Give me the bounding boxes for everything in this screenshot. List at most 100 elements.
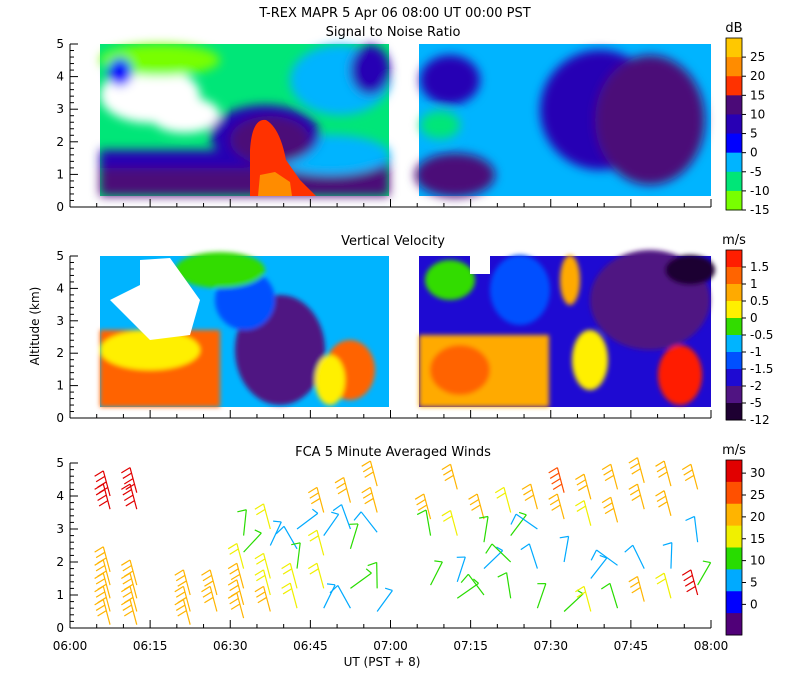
wind-barb (468, 493, 485, 520)
wind-barb (254, 585, 271, 612)
wind-barb-shaft (515, 513, 538, 530)
wind-barb-flag (95, 475, 106, 483)
wind-barb (575, 473, 592, 500)
wind-barb-flag (628, 575, 638, 583)
wind-barb-flag (230, 573, 241, 581)
wind-barb-flag (254, 529, 262, 534)
wind-barb-flag (174, 599, 184, 606)
y-tick-label: 5 (56, 456, 64, 470)
colorbar-swatch (726, 525, 742, 548)
colorbar-level-label: 25 (750, 488, 765, 502)
wind-barb (416, 509, 432, 536)
wind-barb-flag (227, 579, 238, 586)
colorbar-unit: dB (725, 21, 742, 36)
colorbar-swatch (726, 386, 742, 404)
wind-barb (94, 599, 111, 625)
wind-barb-flag (227, 562, 238, 570)
wind-barb-flag (229, 548, 239, 555)
wind-barb-flag (600, 582, 611, 590)
wind-barb-shaft (182, 599, 191, 625)
x-tick-label: 07:15 (453, 639, 488, 653)
wind-barb-flag (662, 542, 673, 546)
wind-barb-shaft (563, 536, 570, 563)
wind-barb-shaft (236, 592, 245, 619)
wind-barb-shaft (263, 503, 271, 530)
wind-barb-shaft (340, 504, 352, 530)
wind-barb-shaft (663, 490, 672, 516)
wind-barb-flag (123, 478, 134, 485)
wind-barb-flag (95, 604, 106, 611)
colorbar-level-label: 10 (750, 554, 765, 568)
wind-barb (361, 460, 378, 487)
wind-barb-flag (629, 581, 640, 588)
wind-barb-flag (603, 502, 613, 509)
wind-barb-flag (441, 509, 451, 517)
wind-barb-flag (702, 560, 711, 564)
wind-barb-flag (578, 484, 588, 492)
winds-colorbar: m/s 30 25 20 15 10 5 0 (722, 443, 765, 636)
wind-barb-flag (237, 509, 247, 513)
wind-barb-flag (575, 473, 585, 481)
wind-barb-shaft (491, 543, 512, 563)
wind-barb-shaft (423, 493, 432, 520)
wind-barb-shaft (102, 470, 111, 497)
wind-barb-flag (414, 493, 425, 500)
wind-barb-flag (655, 490, 665, 497)
wind-barb (628, 575, 645, 602)
wind-barb-flag (273, 520, 282, 523)
wind-barb-shaft (528, 543, 538, 569)
wind-barb-flag (367, 561, 377, 567)
wind-barb (681, 569, 699, 596)
wind-barb-flag (122, 472, 132, 479)
wind-barb-flag (443, 469, 453, 476)
colorbar-swatch (726, 301, 742, 319)
vel-blue-r3 (490, 255, 550, 325)
wind-barb (414, 493, 432, 520)
wind-barb-shaft (506, 572, 512, 599)
wind-barb (237, 509, 247, 536)
snr-axes: 0 1 2 3 4 5 (56, 37, 712, 214)
wind-barb-flag (683, 469, 693, 476)
y-tick-label: 2 (56, 346, 64, 360)
x-tick-label: 07:30 (533, 639, 568, 653)
wind-barb-flag (361, 486, 371, 494)
wind-barb-flag (416, 509, 427, 516)
wind-barb-flag (121, 572, 131, 580)
wind-barb-shaft (129, 483, 138, 510)
colorbar-level-label: -10 (750, 184, 770, 198)
wind-barb-flag (177, 580, 187, 587)
wind-barb-flag (334, 476, 345, 484)
wind-barb (628, 483, 645, 510)
wind-barb (307, 529, 325, 556)
wind-barb-shaft (129, 559, 138, 586)
wind-barb (121, 599, 138, 625)
wind-barb-shaft (556, 493, 565, 520)
x-tick-label: 08:00 (694, 639, 729, 653)
colorbar-swatch (726, 133, 742, 154)
wind-barb-flag (94, 585, 104, 593)
vel-red-r2 (658, 345, 702, 405)
wind-barb-flag (175, 604, 186, 611)
wind-barb (227, 542, 245, 569)
wind-barb-flag (416, 498, 426, 506)
wind-barb (662, 542, 673, 569)
wind-barb-flag (204, 596, 214, 604)
wind-barb-flag (95, 564, 106, 572)
wind-barb-flag (361, 460, 371, 467)
colorbar-swatch (726, 171, 742, 192)
wind-barb-flag (329, 585, 339, 594)
wind-barb (275, 525, 298, 550)
colorbar-swatch (726, 460, 742, 483)
wind-barb-flag (353, 511, 362, 521)
wind-barb-flag (549, 472, 560, 479)
colorbar-level-label: 5 (750, 576, 758, 590)
wind-barb (227, 562, 245, 589)
wind-barb-flag (256, 574, 266, 582)
wind-barb-shaft (610, 497, 619, 523)
wind-barb-shaft (449, 510, 458, 536)
wind-barb-flag (230, 603, 241, 610)
wind-barb-flag (307, 562, 318, 570)
wind-barb-shaft (369, 460, 378, 487)
wind-barb-flag (256, 591, 266, 598)
snr-panel-title: Signal to Noise Ratio (326, 25, 461, 40)
